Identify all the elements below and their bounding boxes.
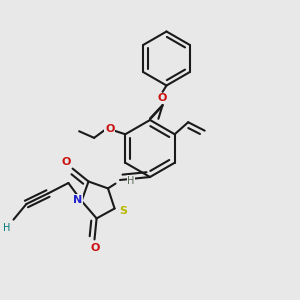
Text: H: H: [128, 176, 135, 186]
Text: N: N: [74, 195, 82, 205]
Text: O: O: [105, 124, 114, 134]
Text: H: H: [3, 223, 10, 233]
Text: O: O: [90, 243, 100, 253]
Text: O: O: [62, 157, 71, 167]
Text: S: S: [119, 206, 127, 216]
Text: O: O: [158, 93, 167, 103]
